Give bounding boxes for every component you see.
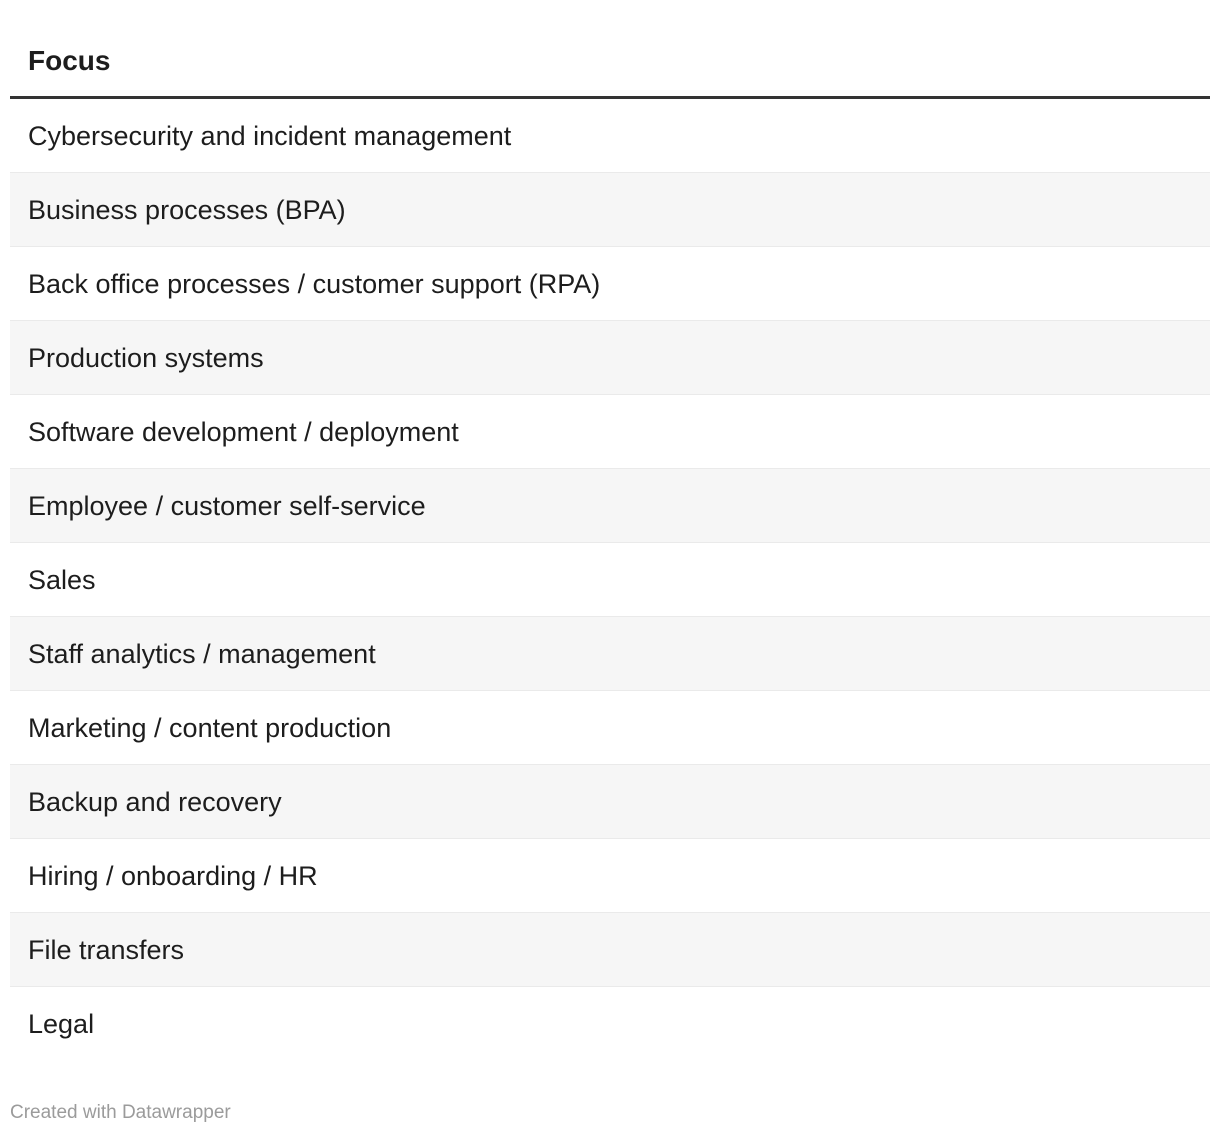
focus-table: Focus Cybersecurity and incident managem… <box>10 0 1210 1061</box>
row-label: Legal <box>28 1009 95 1039</box>
table-row: File transfers <box>10 913 1210 987</box>
row-label: File transfers <box>28 934 185 965</box>
row-label: Cybersecurity and incident management <box>28 120 512 151</box>
attribution: Created with Datawrapper <box>0 1061 1220 1124</box>
row-label: Backup and recovery <box>28 786 282 817</box>
row-label: Sales <box>28 564 96 595</box>
row-label: Hiring / onboarding / HR <box>28 860 318 891</box>
attribution-text: Created with Datawrapper <box>10 1102 231 1123</box>
table-row: Software development / deployment <box>10 395 1210 469</box>
row-label: Business processes (BPA) <box>28 194 346 225</box>
table-header-row: Focus <box>10 0 1210 99</box>
row-label: Employee / customer self-service <box>28 490 426 521</box>
row-label: Production systems <box>28 342 264 373</box>
table-row: Business processes (BPA) <box>10 173 1210 247</box>
row-label: Software development / deployment <box>28 416 459 447</box>
row-label: Back office processes / customer support… <box>28 268 601 299</box>
table-row: Backup and recovery <box>10 765 1210 839</box>
table-row: Cybersecurity and incident management <box>10 99 1210 173</box>
table-row: Hiring / onboarding / HR <box>10 839 1210 913</box>
table-row: Sales <box>10 543 1210 617</box>
table-row: Legal <box>10 987 1210 1061</box>
row-label: Marketing / content production <box>28 712 392 743</box>
table-row: Employee / customer self-service <box>10 469 1210 543</box>
column-header-focus: Focus <box>28 45 111 76</box>
table-row: Staff analytics / management <box>10 617 1210 691</box>
row-label: Staff analytics / management <box>28 638 376 669</box>
table-row: Production systems <box>10 321 1210 395</box>
table-body: Cybersecurity and incident management Bus… <box>10 99 1210 1061</box>
table-row: Marketing / content production <box>10 691 1210 765</box>
table-row: Back office processes / customer support… <box>10 247 1210 321</box>
